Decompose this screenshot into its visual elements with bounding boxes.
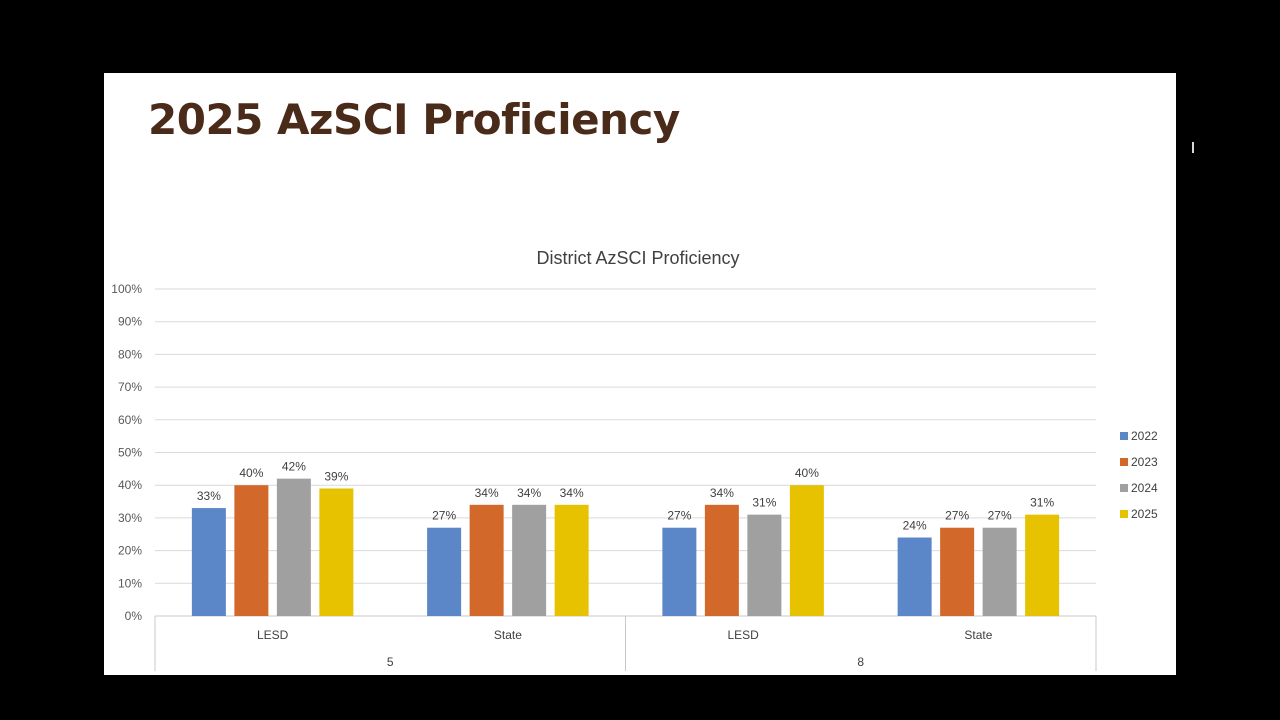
bar	[982, 527, 1017, 616]
y-tick-label: 90%	[118, 315, 142, 329]
data-label: 34%	[475, 486, 499, 500]
data-label: 42%	[282, 460, 306, 474]
data-label: 40%	[239, 466, 263, 480]
x-group-label: 8	[857, 655, 864, 669]
x-category-label: State	[494, 628, 522, 642]
legend-label: 2024	[1131, 481, 1158, 495]
bar	[789, 485, 824, 616]
text-cursor-icon	[1192, 142, 1194, 153]
bar	[897, 537, 932, 616]
bar	[469, 504, 504, 616]
y-tick-label: 40%	[118, 478, 142, 492]
legend-label: 2022	[1131, 429, 1158, 443]
data-label: 33%	[197, 489, 221, 503]
y-tick-label: 20%	[118, 544, 142, 558]
chart-title: District AzSCI Proficiency	[536, 248, 739, 268]
y-tick-label: 0%	[125, 609, 143, 623]
bar	[276, 478, 311, 616]
data-label: 27%	[432, 509, 456, 523]
bar	[704, 504, 739, 616]
y-tick-label: 10%	[118, 576, 142, 590]
data-label: 27%	[945, 509, 969, 523]
bar	[234, 485, 269, 616]
legend-swatch	[1120, 432, 1128, 440]
x-category-label: State	[964, 628, 992, 642]
y-tick-label: 70%	[118, 380, 142, 394]
y-tick-label: 60%	[118, 413, 142, 427]
bar	[1025, 514, 1060, 616]
y-tick-label: 80%	[118, 347, 142, 361]
bar	[191, 508, 226, 616]
slide-title: 2025 AzSCI Proficiency	[148, 95, 680, 144]
x-category-label: LESD	[257, 628, 289, 642]
y-tick-label: 100%	[111, 282, 142, 296]
data-label: 40%	[795, 466, 819, 480]
x-category-label: LESD	[727, 628, 759, 642]
data-label: 31%	[752, 496, 776, 510]
bar	[747, 514, 782, 616]
data-label: 39%	[324, 469, 348, 483]
y-tick-label: 50%	[118, 446, 142, 460]
data-label: 27%	[667, 509, 691, 523]
bar	[319, 488, 354, 616]
data-label: 34%	[560, 486, 584, 500]
data-label: 34%	[710, 486, 734, 500]
x-group-label: 5	[387, 655, 394, 669]
bar	[554, 504, 589, 616]
bar	[662, 527, 697, 616]
bar	[512, 504, 547, 616]
bar	[940, 527, 975, 616]
y-tick-label: 30%	[118, 511, 142, 525]
bar	[427, 527, 462, 616]
data-label: 34%	[517, 486, 541, 500]
legend-label: 2025	[1131, 507, 1158, 521]
data-label: 24%	[903, 519, 927, 533]
legend-swatch	[1120, 458, 1128, 466]
legend-swatch	[1120, 484, 1128, 492]
data-label: 27%	[988, 509, 1012, 523]
legend-label: 2023	[1131, 455, 1158, 469]
legend-swatch	[1120, 510, 1128, 518]
data-label: 31%	[1030, 496, 1054, 510]
